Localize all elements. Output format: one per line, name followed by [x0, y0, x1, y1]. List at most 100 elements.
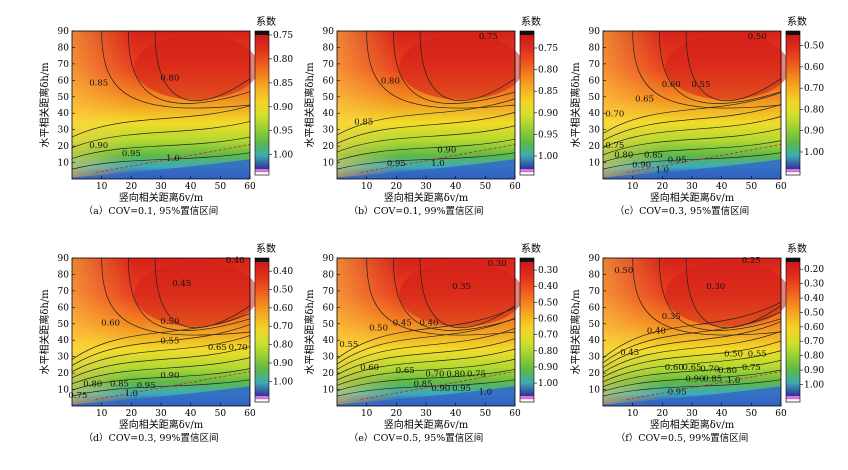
x-tick-label: 10 — [361, 409, 373, 419]
contour-peak-region — [399, 34, 524, 100]
x-tick-label: 20 — [391, 409, 403, 419]
colorbar — [255, 35, 269, 169]
x-tick-label: 30 — [155, 409, 167, 419]
contour-line — [602, 359, 782, 387]
contour-panel: 0.500.60 0.550.650.700.750.80 0.850.90 0.95… — [569, 15, 824, 217]
contour-label: 0.50 — [724, 350, 743, 360]
contour-label: 0.75 — [68, 391, 87, 401]
x-tick-label: 30 — [420, 182, 432, 192]
y-tick-label: 40 — [58, 109, 70, 119]
contour-label: 0.30 — [488, 259, 507, 269]
y-tick-label: 30 — [323, 126, 335, 136]
contour-line — [336, 307, 516, 360]
y-tick-label: 80 — [58, 43, 70, 53]
colorbar-end — [254, 171, 270, 176]
y-tick-label: 10 — [589, 159, 601, 169]
y-tick-label: 90 — [58, 254, 70, 264]
contour-label: 0.95 — [137, 381, 156, 391]
reference-dashed-line — [626, 371, 782, 400]
y-tick-label: 60 — [589, 303, 601, 313]
colorbar-tick-label: 0.30 — [538, 266, 558, 276]
contour-panel: 0.400.450.60 0.500.550.65 0.700.900.80 0.85… — [38, 242, 293, 444]
contour-label: 0.65 — [683, 363, 702, 373]
colorbar-cap — [520, 258, 534, 262]
contour-label: 0.75 — [479, 32, 498, 42]
y-tick-label: 30 — [589, 353, 601, 363]
contour-label: 0.85 — [644, 151, 663, 161]
x-tick-label: 30 — [686, 182, 698, 192]
colorbar-title: 系数 — [521, 15, 541, 28]
reference-dashed-line — [95, 371, 251, 400]
colorbar-tick-label: 1.00 — [273, 151, 293, 161]
contour-line — [602, 104, 782, 141]
contour-label: 0.90 — [160, 371, 179, 381]
contour-label: 0.90 — [437, 146, 456, 156]
y-tick-label: 80 — [323, 270, 335, 280]
contour-label: 0.80 — [718, 366, 737, 376]
contour-line — [602, 340, 782, 378]
y-tick-label: 90 — [58, 27, 70, 37]
x-axis-label: 竖向相关距离δv/m — [650, 191, 735, 204]
panel-caption: （b）COV=0.1, 99%置信区间 — [348, 205, 483, 217]
contour-label: 1.0 — [125, 389, 139, 399]
colorbar-tick-label: 0.80 — [804, 352, 824, 362]
x-tick-label: 50 — [746, 182, 758, 192]
contour-peak-region — [134, 34, 259, 100]
contour-label: 0.35 — [452, 282, 471, 292]
reference-dashed-line — [360, 371, 516, 400]
contour-label: 0.50 — [160, 317, 179, 327]
contour-line — [336, 138, 516, 161]
y-tick-label: 60 — [323, 303, 335, 313]
contour-line — [685, 30, 782, 101]
colorbar-end — [519, 171, 535, 176]
contour-label: 0.65 — [208, 343, 227, 353]
contour-line — [366, 30, 516, 109]
y-tick-label: 10 — [58, 386, 70, 396]
contour-line — [685, 257, 782, 328]
y-tick-label: 50 — [58, 93, 70, 103]
x-axis-label: 竖向相关距离δv/m — [384, 191, 469, 204]
colorbar-tick-label: 0.90 — [804, 127, 824, 137]
x-tick-label: 30 — [686, 409, 698, 419]
x-tick-label: 40 — [716, 182, 728, 192]
x-tick-label: 50 — [480, 182, 492, 192]
y-tick-label: 50 — [323, 320, 335, 330]
y-tick-label: 80 — [589, 43, 601, 53]
contour-line — [393, 257, 516, 331]
contour-label: 0.70 — [605, 110, 624, 120]
colorbar-end — [785, 398, 801, 403]
contour-line — [71, 324, 251, 366]
contour-label: 0.50 — [369, 323, 388, 333]
colorbar-tick-label: 0.80 — [538, 347, 558, 357]
contour-label: 0.85 — [89, 78, 108, 88]
colorbar-tick-label: 0.80 — [804, 105, 824, 115]
contour-line — [71, 136, 251, 159]
x-tick-label: 40 — [716, 409, 728, 419]
y-tick-label: 40 — [589, 109, 601, 119]
y-tick-label: 70 — [58, 287, 70, 297]
contour-line — [602, 311, 782, 364]
x-tick-label: 60 — [775, 182, 787, 192]
contour-label: 0.65 — [635, 95, 654, 105]
contour-low-region — [72, 159, 250, 179]
colorbar-tick-label: 0.80 — [273, 55, 293, 65]
contour-line — [71, 313, 251, 360]
x-tick-label: 10 — [361, 182, 373, 192]
y-tick-label: 20 — [58, 142, 70, 152]
colorbar-title: 系数 — [787, 242, 807, 255]
colorbar-frame — [519, 257, 535, 403]
colorbar-tick-label: 0.90 — [804, 366, 824, 376]
contour-panel: 0.85 0.80 0.90 0.95 1.0 10 20 30 40 50 60 10 20 30 40 5… — [38, 15, 293, 217]
contour-line — [154, 257, 251, 328]
colorbar — [786, 35, 800, 169]
colorbar-frame — [254, 257, 270, 403]
contour-line — [101, 30, 251, 109]
contour-label: 0.80 — [614, 151, 633, 161]
y-axis-label: 水平相关距离δh/m — [38, 62, 51, 148]
x-tick-label: 20 — [126, 409, 138, 419]
contour-line — [602, 301, 782, 359]
x-tick-label: 20 — [657, 409, 669, 419]
contour-line — [336, 152, 516, 170]
contour-label: 0.75 — [742, 363, 761, 373]
